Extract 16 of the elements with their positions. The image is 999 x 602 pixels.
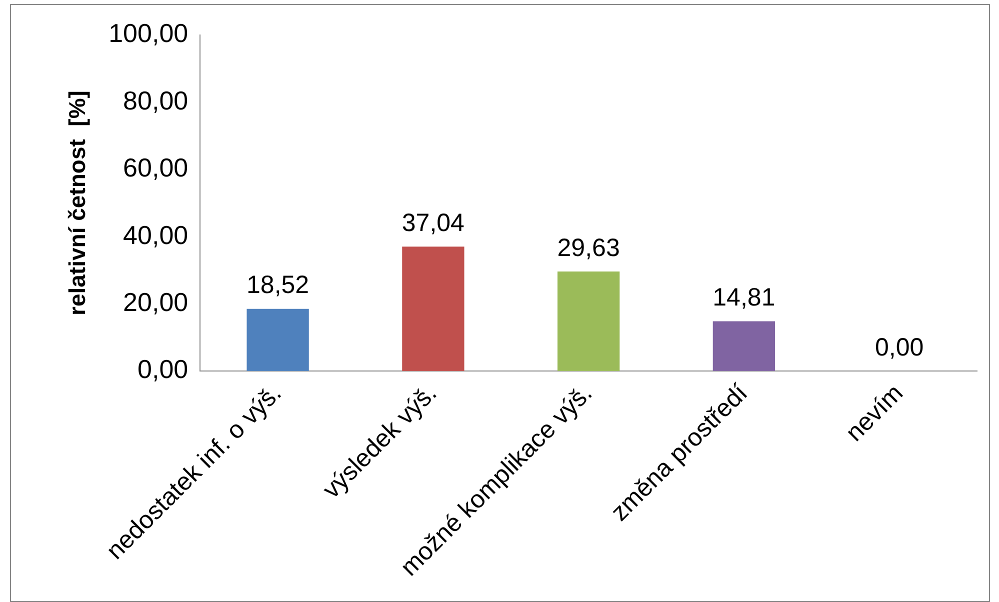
data-label: 18,52 (246, 271, 310, 300)
y-axis-title: relativní četnost [%] (64, 90, 90, 316)
y-tick-label: 40,00 (123, 220, 188, 250)
y-tick-label: 0,00 (138, 354, 188, 384)
data-label: 0,00 (874, 333, 924, 362)
bar (712, 321, 776, 372)
y-tick-label: 80,00 (123, 85, 188, 116)
y-tick-label: 60,00 (123, 152, 188, 183)
y-tick-label: 100,00 (108, 18, 188, 48)
data-label: 29,63 (557, 234, 620, 262)
bar (246, 308, 309, 372)
data-label: 37,04 (402, 208, 465, 237)
bar (402, 246, 464, 372)
data-label: 14,81 (712, 284, 776, 312)
bar (557, 271, 620, 372)
y-tick-label: 20,00 (123, 287, 188, 318)
